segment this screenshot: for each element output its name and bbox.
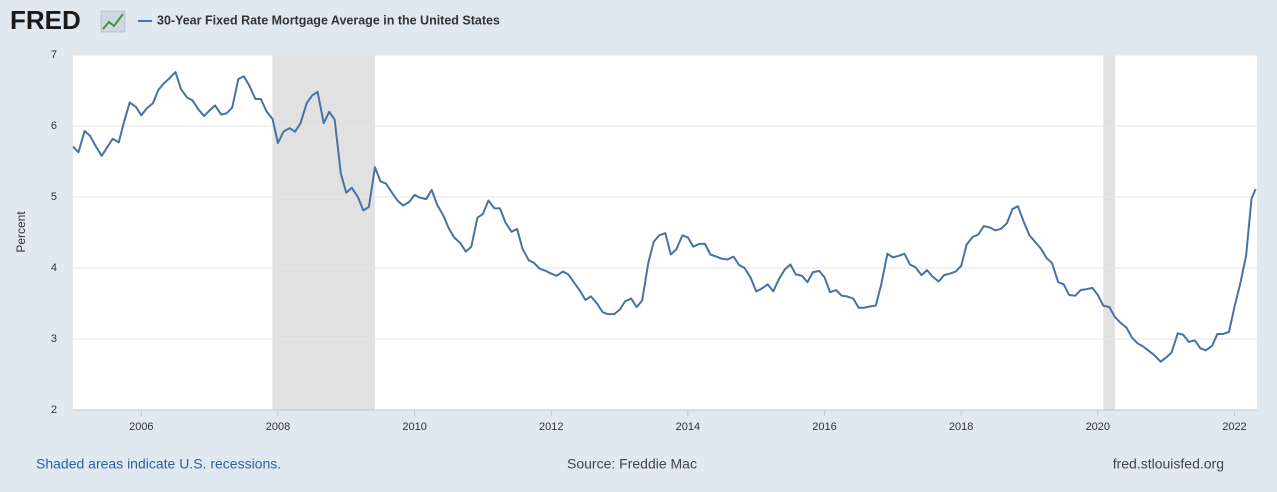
x-tick-label: 2014	[676, 421, 700, 433]
series-line	[72, 71, 1257, 363]
x-tick-label: 2022	[1222, 421, 1246, 433]
x-tick-label: 2012	[539, 421, 563, 433]
y-tick-label: 6	[51, 120, 57, 132]
y-tick-label: 3	[51, 333, 57, 345]
logo-icon	[100, 10, 126, 33]
y-tick-label: 4	[51, 262, 57, 274]
y-tick-label: 7	[51, 49, 57, 61]
recession-band	[1103, 55, 1115, 410]
site-url: fred.stlouisfed.org	[1113, 456, 1224, 472]
x-tick-label: 2010	[402, 421, 426, 433]
x-tick-label: 2008	[266, 421, 290, 433]
y-axis-label: Percent	[14, 211, 28, 253]
legend-label: 30-Year Fixed Rate Mortgage Average in t…	[157, 13, 500, 27]
logo: FRED	[10, 5, 81, 35]
recession-note: Shaded areas indicate U.S. recessions.	[36, 456, 281, 472]
recession-band	[272, 55, 375, 410]
x-tick-label: 2018	[949, 421, 973, 433]
source: Source: Freddie Mac	[567, 456, 697, 472]
x-tick-label: 2006	[129, 421, 153, 433]
y-tick-label: 2	[51, 404, 57, 416]
y-tick-label: 5	[51, 191, 57, 203]
x-tick-label: 2016	[812, 421, 836, 433]
x-tick-label: 2020	[1086, 421, 1110, 433]
